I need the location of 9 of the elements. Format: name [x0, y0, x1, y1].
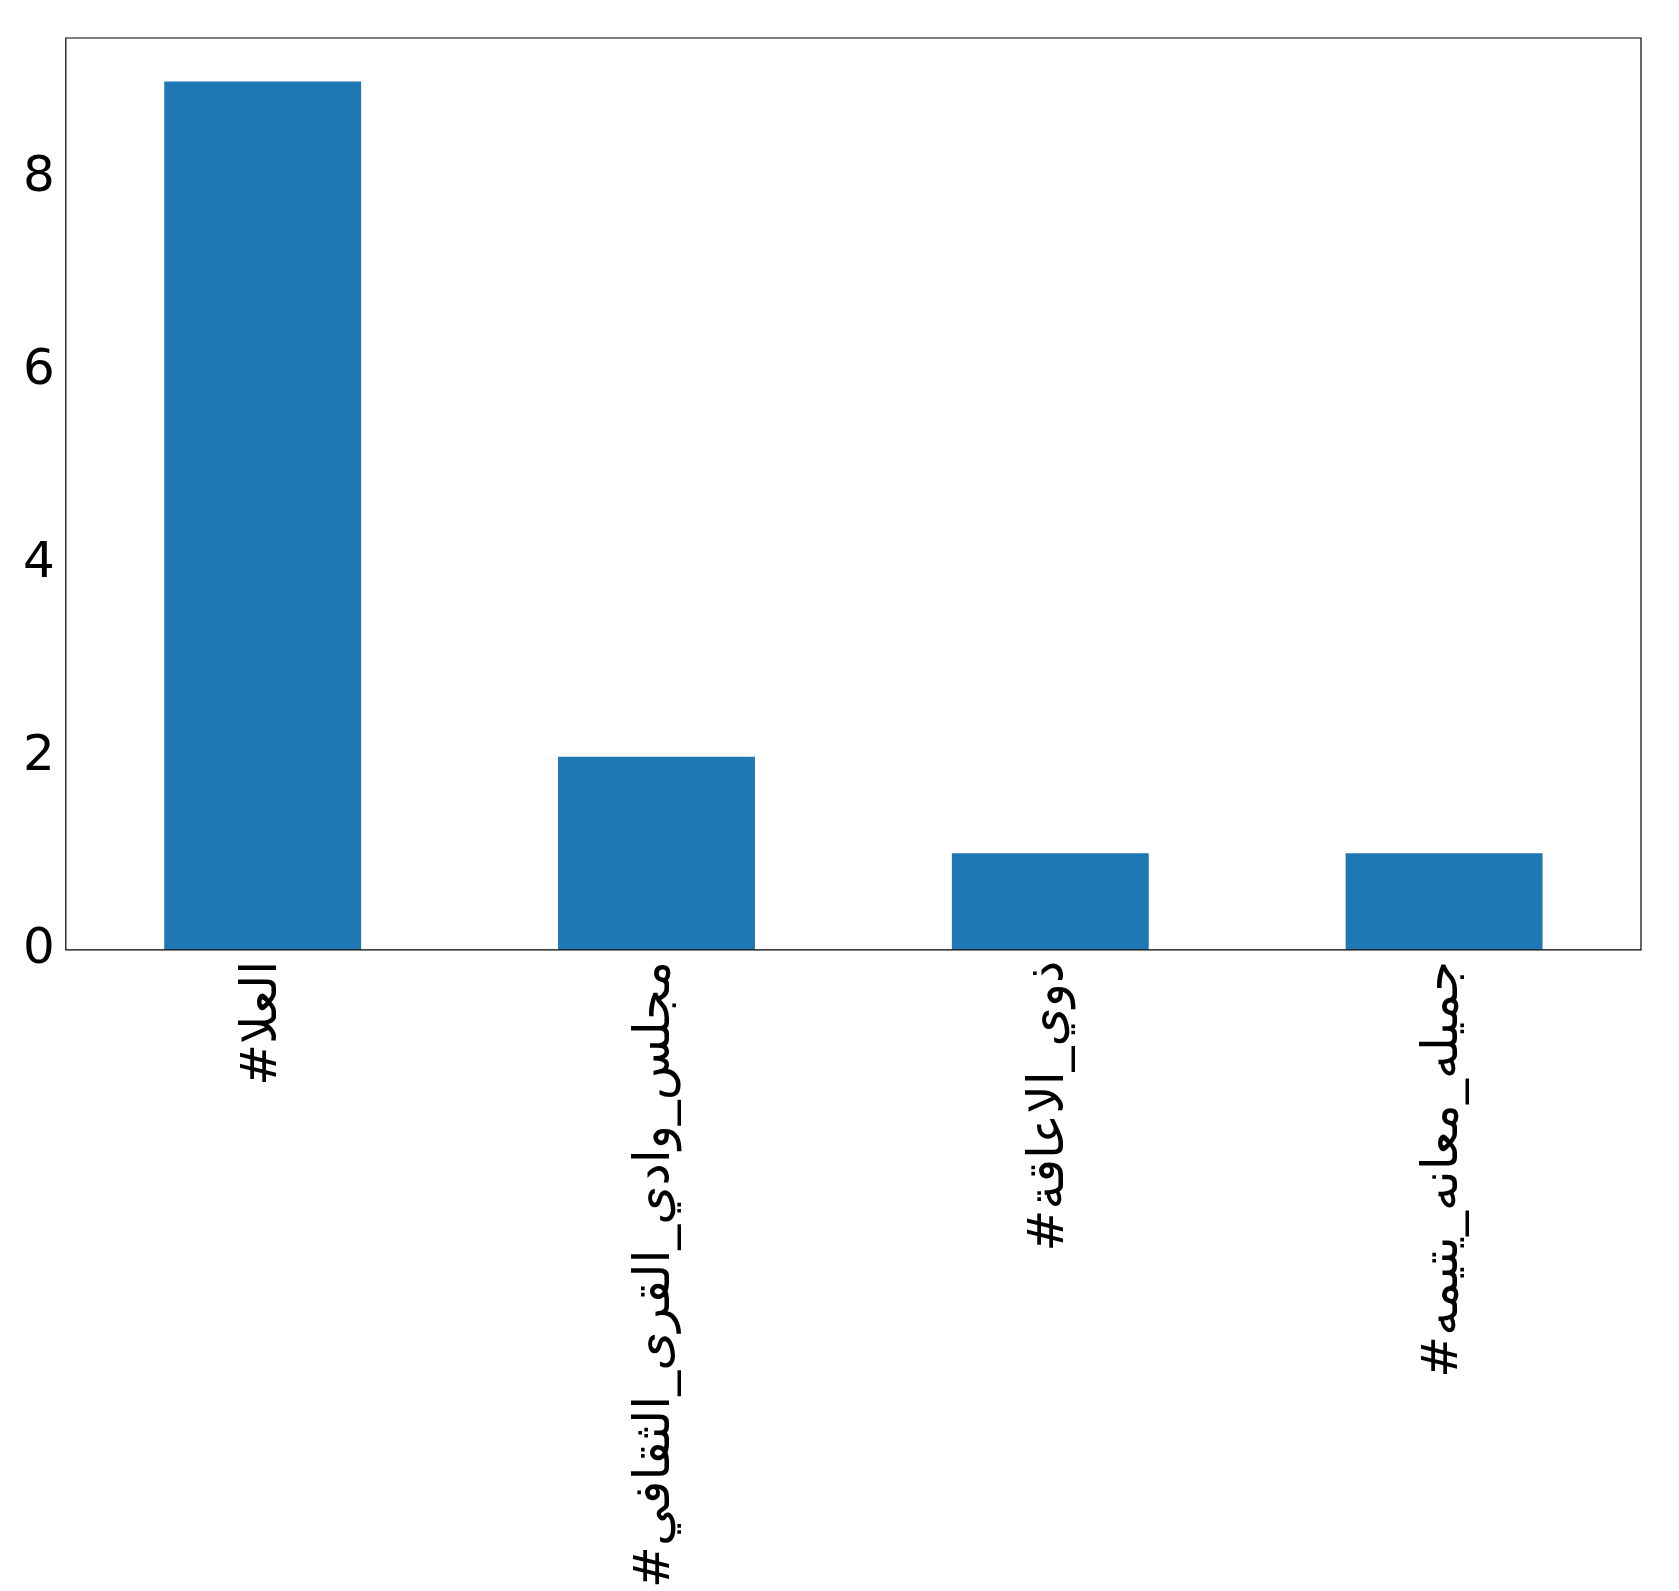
x-tick-label: #مجلس_وادي_القرى_الثقافي [623, 960, 683, 1589]
y-tick-label: 0 [23, 916, 55, 975]
y-tick-label: 8 [23, 144, 55, 203]
y-tick-label: 6 [23, 337, 55, 396]
x-tick-label: #ذوي_الاعاقة [1017, 960, 1077, 1252]
x-tick-label: #العلا [229, 960, 288, 1086]
x-tick-label: #جميله_معانه_يتيمه [1411, 960, 1470, 1378]
y-tick-label: 2 [23, 723, 55, 782]
y-tick-label: 4 [23, 530, 55, 589]
